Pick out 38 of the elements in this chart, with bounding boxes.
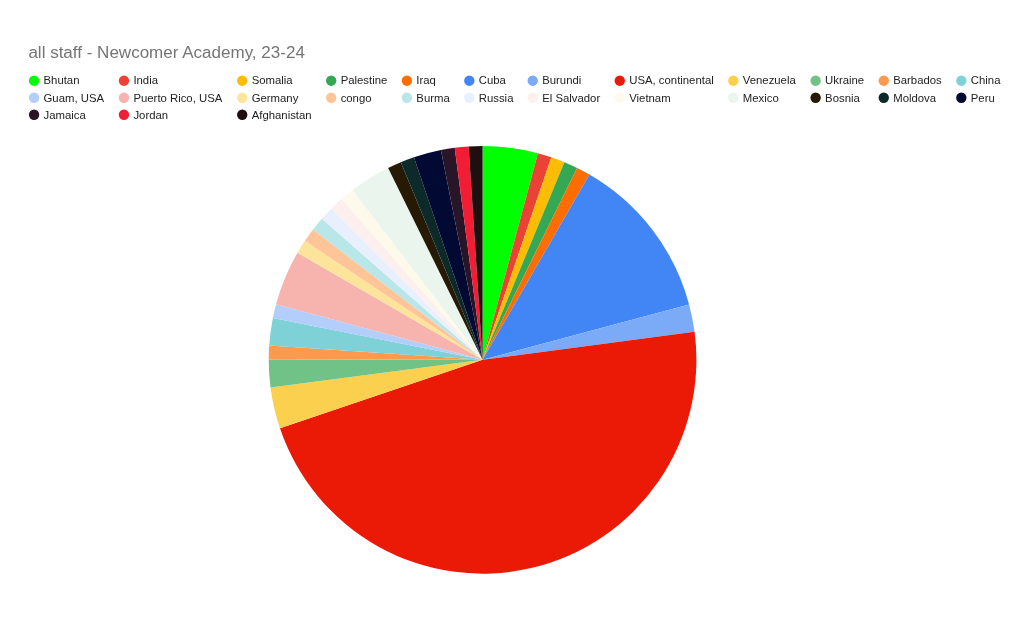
legend-label: Cuba (478, 74, 507, 87)
legend-label: Burma (416, 91, 451, 104)
legend-label: El Salvador (542, 91, 601, 104)
legend-label: Jordan (133, 108, 169, 121)
legend-label: Ukraine (825, 74, 865, 87)
pie-slice (276, 252, 483, 360)
legend-label: Peru (970, 91, 995, 104)
pie-slice (482, 174, 690, 360)
legend-label: Puerto Rico, USA (133, 91, 223, 104)
pie-slice (482, 153, 552, 360)
pie-slice (269, 317, 483, 360)
pie-slice (440, 147, 483, 360)
legend-label: Palestine (340, 74, 388, 87)
legend-label: Jamaica (43, 108, 87, 121)
legend-label: Guam, USA (43, 91, 105, 104)
legend-label: congo (340, 91, 372, 104)
legend-label: Moldova (893, 91, 937, 104)
legend-label: Somalia (251, 74, 294, 87)
legend-label: Germany (251, 91, 299, 104)
pie-slice (270, 359, 483, 429)
chart-title: all staff - Newcomer Academy, 23-24 (28, 42, 305, 62)
pie-slice (413, 150, 483, 360)
legend-label: USA, continental (629, 74, 714, 87)
legend-label: Iraq (416, 74, 436, 87)
legend-label: Bhutan (43, 74, 80, 87)
legend-label: India (133, 74, 159, 87)
legend-label: Burundi (542, 74, 582, 87)
pie-slice (482, 304, 695, 360)
legend-label: Afghanistan (251, 108, 312, 121)
pie-slice (352, 167, 483, 360)
legend-label: Russia (478, 91, 515, 104)
pie-slice (279, 331, 697, 574)
legend-label: Bosnia (825, 91, 861, 104)
legend-label: Venezuela (742, 74, 797, 87)
legend-label: Barbados (893, 74, 943, 87)
legend-label: Vietnam (629, 91, 671, 104)
legend-label: Mexico (742, 91, 779, 104)
legend-label: China (970, 74, 1002, 87)
